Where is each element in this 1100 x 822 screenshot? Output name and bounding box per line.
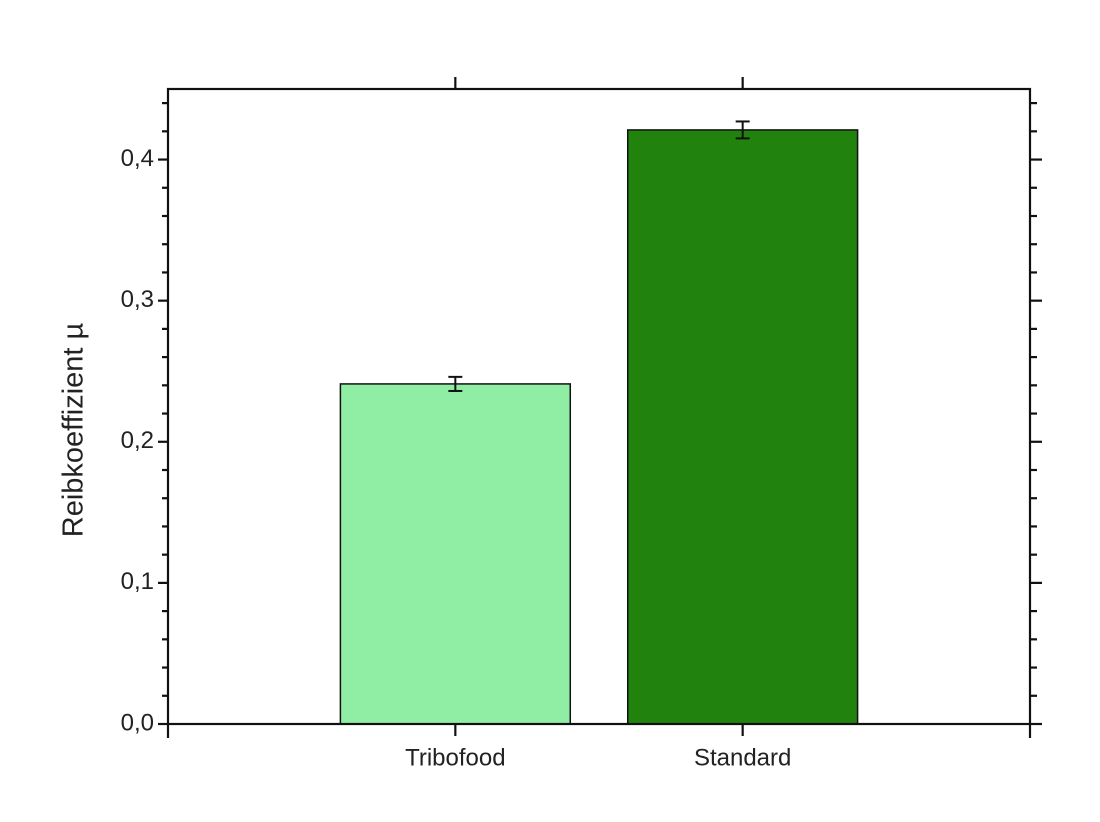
y-tick-label: 0,1 (121, 568, 154, 595)
bar (626, 129, 859, 725)
x-tick-label: Tribofood (405, 744, 506, 771)
plot-frame (166, 87, 1032, 726)
y-tick-label: 0,2 (121, 427, 154, 454)
bar (339, 383, 572, 725)
y-tick-label: 0,3 (121, 286, 154, 313)
x-tick-label: Standard (694, 744, 791, 771)
y-tick-label: 0,0 (121, 709, 154, 736)
y-axis-label: Reibkoeffizient µ (58, 322, 90, 537)
y-tick-label: 0,4 (121, 145, 154, 172)
